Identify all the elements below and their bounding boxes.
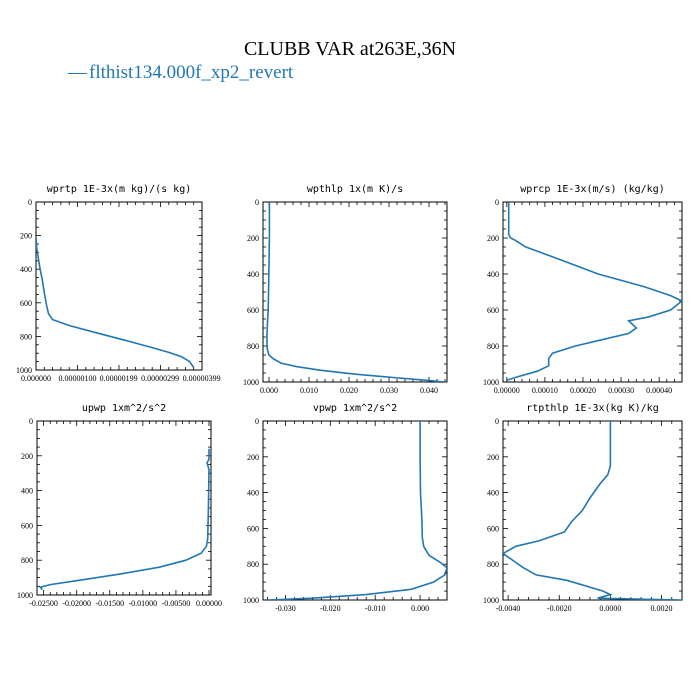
- panel-title: vpwp 1xm^2/s^2: [313, 403, 397, 414]
- panel-4: upwp 1xm^2/s^202004006008001000-0.02500-…: [17, 403, 222, 608]
- x-tick-label: 0.000: [411, 604, 429, 613]
- y-tick-label: 600: [247, 524, 259, 533]
- x-tick-label: 0.0000: [599, 604, 621, 613]
- x-tick-label: 0.040: [420, 386, 438, 395]
- y-tick-label: 200: [487, 234, 499, 243]
- y-tick-label: 1000: [243, 378, 259, 387]
- plot-frame: [35, 201, 203, 371]
- y-tick-label: 600: [247, 306, 259, 315]
- legend: — flthist134.000f_xp2_revert: [67, 62, 294, 83]
- plot-frame: [502, 420, 683, 601]
- y-tick-label: 200: [20, 232, 32, 241]
- panels: wprtp 1E-3x(m kg)/(s kg) 0 200 400 600 800 100…: [16, 184, 683, 613]
- x-tick-label: 0.00010: [532, 386, 558, 395]
- y-tick-label: 0: [29, 417, 33, 426]
- x-tick-label: 0.00000199: [100, 374, 138, 383]
- x-tick-label: -0.0020: [547, 604, 572, 613]
- x-tick-label: -0.01500: [95, 599, 124, 608]
- x-tick-label: -0.01000: [129, 599, 158, 608]
- figure-title: CLUBB VAR at263E,36N: [244, 38, 456, 60]
- y-tick-label: 800: [247, 342, 259, 351]
- x-tick-label: 0.00000399: [183, 374, 221, 383]
- y-tick-label: 1000: [16, 366, 32, 375]
- plot-frame: [262, 201, 448, 383]
- y-tick-label: 0: [495, 417, 499, 426]
- x-tick-label: -0.030: [275, 604, 296, 613]
- y-tick-label: 800: [487, 342, 499, 351]
- series-line: [266, 202, 446, 382]
- y-tick-label: 1000: [483, 378, 499, 387]
- y-tick-label: 200: [487, 453, 499, 462]
- y-tick-label: 400: [487, 489, 499, 498]
- x-tick-label: 0.00020: [570, 386, 596, 395]
- x-tick-label: -0.010: [365, 604, 386, 613]
- legend-label: flthist134.000f_xp2_revert: [89, 62, 294, 83]
- y-tick-label: 200: [247, 453, 259, 462]
- plot-frame: [502, 201, 683, 383]
- panel-5: vpwp 1xm^2/s^2 0 200 400 600 800 1000 -0.030 -0.…: [243, 403, 448, 613]
- x-tick-label: -0.020: [320, 604, 341, 613]
- series-line: [36, 237, 195, 368]
- y-tick-label: 400: [247, 270, 259, 279]
- x-tick-label: 0.00000: [196, 599, 222, 608]
- series-line: [267, 421, 447, 600]
- series-line: [503, 421, 682, 600]
- x-tick-label: 0.010: [300, 386, 318, 395]
- y-tick-label: 1000: [17, 591, 33, 600]
- panel-title: upwp 1xm^2/s^2: [82, 403, 166, 414]
- y-tick-label: 400: [247, 489, 259, 498]
- x-tick-label: -0.02500: [29, 599, 58, 608]
- y-tick-label: 600: [487, 306, 499, 315]
- y-tick-label: 800: [487, 560, 499, 569]
- panel-title: rtpthlp 1E-3x(kg K)/kg: [526, 403, 658, 414]
- x-tick-label: -0.0040: [496, 604, 521, 613]
- legend-marker: —: [67, 62, 88, 83]
- y-tick-label: 0: [28, 198, 32, 207]
- x-tick-label: 0.00000: [494, 386, 520, 395]
- y-tick-label: 0: [255, 198, 259, 207]
- y-tick-label: 800: [20, 332, 32, 341]
- y-tick-label: 1000: [243, 596, 259, 605]
- y-tick-label: 1000: [483, 596, 499, 605]
- x-tick-label: 0.00030: [608, 386, 634, 395]
- series-line: [38, 448, 210, 591]
- x-tick-label: 0.00040: [646, 386, 672, 395]
- y-tick-label: 600: [21, 521, 33, 530]
- panel-6: rtpthlp 1E-3x(kg K)/kg02004006008001000-…: [483, 403, 683, 613]
- x-tick-label: -0.00500: [162, 599, 191, 608]
- y-tick-label: 600: [487, 524, 499, 533]
- x-tick-label: 0.000000: [21, 374, 51, 383]
- x-tick-label: 0.00000100: [59, 374, 97, 383]
- y-tick-label: 800: [247, 560, 259, 569]
- panel-3: wprcp 1E-3x(m/s) (kg/kg) 0 200 400 600 800 100…: [483, 184, 683, 395]
- x-tick-label: 0.030: [380, 386, 398, 395]
- series-line: [506, 202, 682, 381]
- panel-title: wprtp 1E-3x(m kg)/(s kg): [47, 184, 192, 195]
- y-tick-label: 400: [20, 265, 32, 274]
- y-tick-label: 0: [495, 198, 499, 207]
- panel-title: wpthlp 1x(m K)/s: [307, 184, 403, 195]
- y-tick-label: 200: [247, 234, 259, 243]
- y-tick-label: 400: [21, 487, 33, 496]
- x-tick-label: 0.00000299: [141, 374, 179, 383]
- y-tick-label: 0: [255, 417, 259, 426]
- y-tick-label: 400: [487, 270, 499, 279]
- x-tick-label: 0.000: [260, 386, 278, 395]
- panel-title: wprcp 1E-3x(m/s) (kg/kg): [520, 184, 665, 195]
- x-tick-label: 0.0020: [651, 604, 673, 613]
- plot-frame: [36, 420, 212, 596]
- x-tick-label: -0.02000: [62, 599, 91, 608]
- x-tick-label: 0.020: [340, 386, 358, 395]
- panel-1: wprtp 1E-3x(m kg)/(s kg) 0 200 400 600 800 100…: [16, 184, 221, 383]
- y-tick-label: 800: [21, 556, 33, 565]
- y-tick-label: 600: [20, 299, 32, 308]
- y-tick-label: 200: [21, 452, 33, 461]
